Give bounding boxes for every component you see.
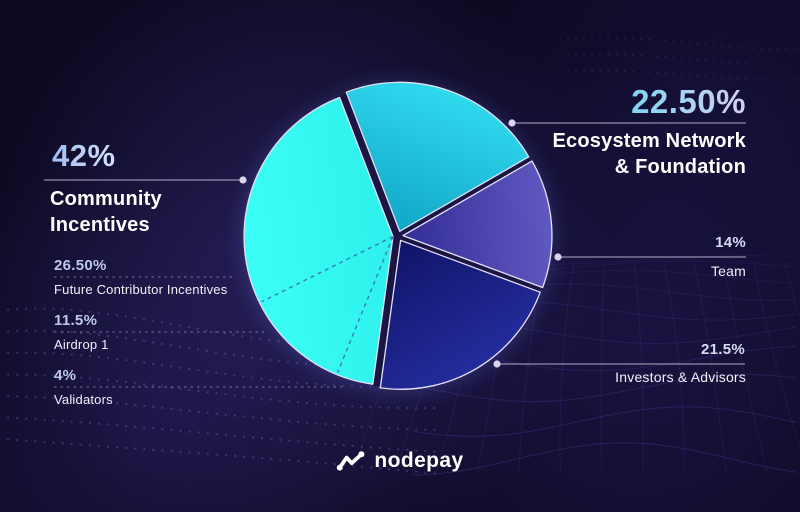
- pie-slice-team: [402, 160, 553, 289]
- pie-slice-investors: [379, 239, 541, 390]
- breakdown-divider: [261, 235, 394, 303]
- investors-leader-dot: [493, 360, 501, 368]
- pie-slice-community: [243, 96, 394, 385]
- ecosystem-leader-dot: [508, 119, 516, 127]
- pie-chart: [243, 81, 553, 390]
- breakdown-divider: [336, 236, 394, 373]
- breakdown-leader-lines: [54, 276, 342, 388]
- community-leader-dot: [239, 176, 247, 184]
- pie-slice-ecosystem: [345, 81, 530, 232]
- callout-leader-lines: [44, 119, 746, 368]
- team-leader-dot: [554, 253, 562, 261]
